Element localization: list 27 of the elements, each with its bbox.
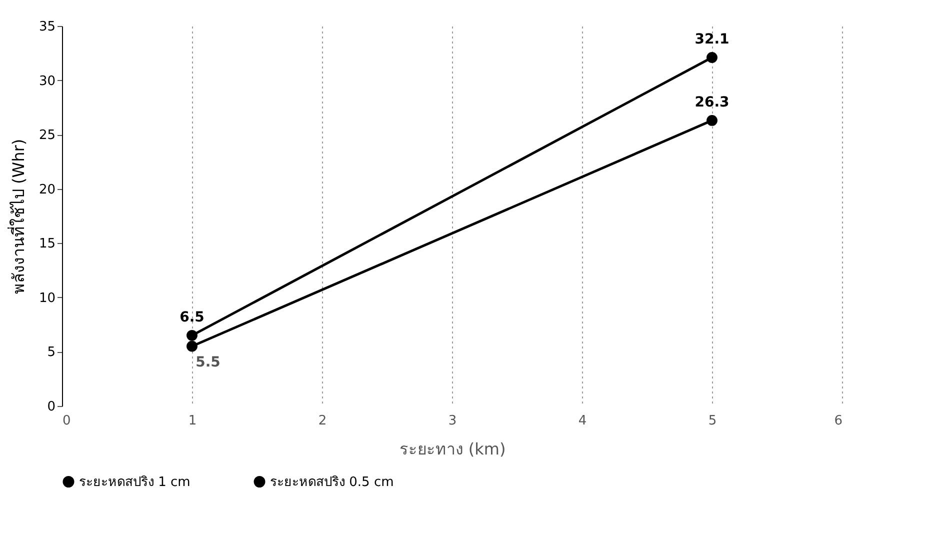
x-tick-label: 3 <box>448 414 457 428</box>
legend-label: ระยะหดสปริง 0.5 cm <box>270 474 394 490</box>
x-tick-label: 4 <box>578 414 587 428</box>
y-tick-label: 15 <box>38 236 56 252</box>
data-label: 32.1 <box>694 31 730 48</box>
data-label: 5.5 <box>196 354 220 370</box>
data-label: 6.5 <box>180 309 204 326</box>
y-tick-label: 5 <box>47 345 56 360</box>
x-tick-label: 0 <box>62 414 71 428</box>
x-tick-label: 5 <box>708 414 717 428</box>
y-tick-label: 35 <box>38 20 56 34</box>
x-tick-label: 1 <box>188 414 197 428</box>
point <box>186 340 198 352</box>
y-tick-label: 25 <box>38 128 56 144</box>
point <box>186 330 198 341</box>
y-tick-label: 0 <box>47 400 56 414</box>
y-tick-label: 30 <box>38 74 56 89</box>
x-axis-title: ระยะทาง (km) <box>399 440 506 458</box>
y-tick-label: 20 <box>38 182 56 198</box>
point <box>706 52 718 63</box>
point <box>706 114 718 126</box>
data-label: 26.3 <box>694 94 730 110</box>
x-tick-label: 6 <box>834 414 842 428</box>
x-tick-label: 2 <box>318 414 327 428</box>
y-axis-title: พลังงานที่ใช้ไป (Whr) <box>6 138 28 294</box>
y-tick-label: 10 <box>38 290 56 306</box>
legend-label: ระยะหดสปริง 1 cm <box>79 474 190 490</box>
